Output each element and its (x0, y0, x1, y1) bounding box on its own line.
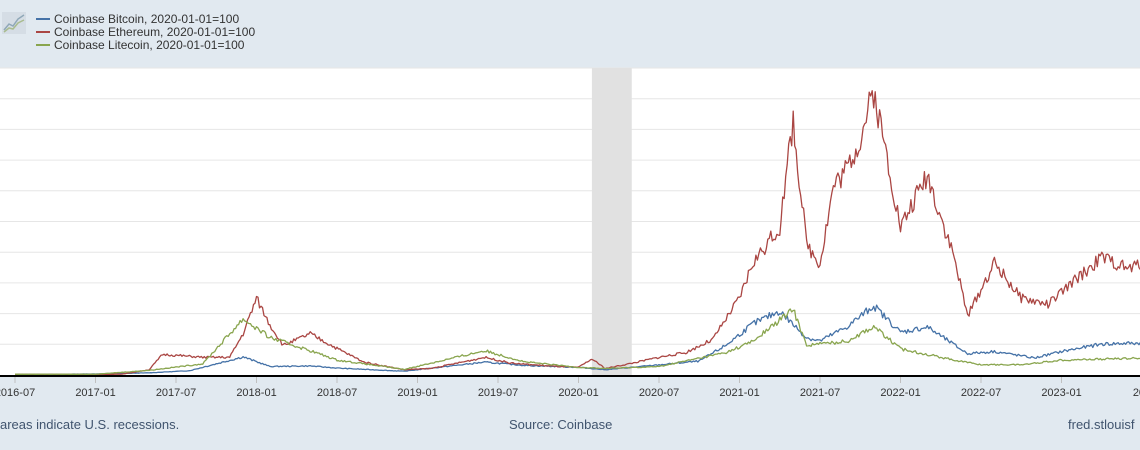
x-tick-label: 2020-07 (639, 387, 679, 399)
x-tick-label: 2021-01 (719, 387, 759, 399)
x-tick-label: 202 (1133, 387, 1140, 399)
series-line-litecoin (15, 308, 1140, 375)
line-chart-icon (2, 12, 26, 34)
bitcoin-swatch (36, 17, 50, 20)
legend-label: Coinbase Bitcoin, 2020-01-01=100 (54, 12, 240, 26)
x-tick-label: 2018-01 (236, 387, 276, 399)
x-tick-label: 2016-07 (0, 387, 35, 399)
x-tick-label: 2022-01 (880, 387, 920, 399)
x-tick-label: 2023-01 (1041, 387, 1081, 399)
x-tick-label: 2022-07 (961, 387, 1001, 399)
x-tick-label: 2020-01 (558, 387, 598, 399)
recession-note: areas indicate U.S. recessions. (0, 417, 180, 432)
legend: Coinbase Bitcoin, 2020-01-01=100 Coinbas… (0, 0, 1140, 68)
legend-item-litecoin: Coinbase Litecoin, 2020-01-01=100 (36, 38, 244, 52)
x-tick-label: 2017-07 (156, 387, 196, 399)
litecoin-swatch (36, 43, 50, 46)
legend-label: Coinbase Litecoin, 2020-01-01=100 (54, 38, 245, 52)
source-note: Source: Coinbase (509, 417, 613, 432)
x-tick-label: 2019-01 (397, 387, 437, 399)
legend-label: Coinbase Ethereum, 2020-01-01=100 (54, 25, 256, 39)
line-chart: 2016-07 2017-01 2017-07 2018-01 2018-07 2019-… (0, 67, 1140, 399)
legend-item-bitcoin: Coinbase Bitcoin, 2020-01-01=100 (36, 12, 239, 26)
legend-item-ethereum: Coinbase Ethereum, 2020-01-01=100 (36, 25, 255, 39)
fred-link[interactable]: fred.stlouisf (1068, 417, 1135, 432)
x-tick-label: 2017-01 (75, 387, 115, 399)
x-tick-label: 2018-07 (317, 387, 357, 399)
x-tick-label: 2019-07 (478, 387, 518, 399)
ethereum-swatch (36, 30, 50, 33)
x-tick-label: 2021-07 (800, 387, 840, 399)
recession-band (591, 68, 632, 375)
